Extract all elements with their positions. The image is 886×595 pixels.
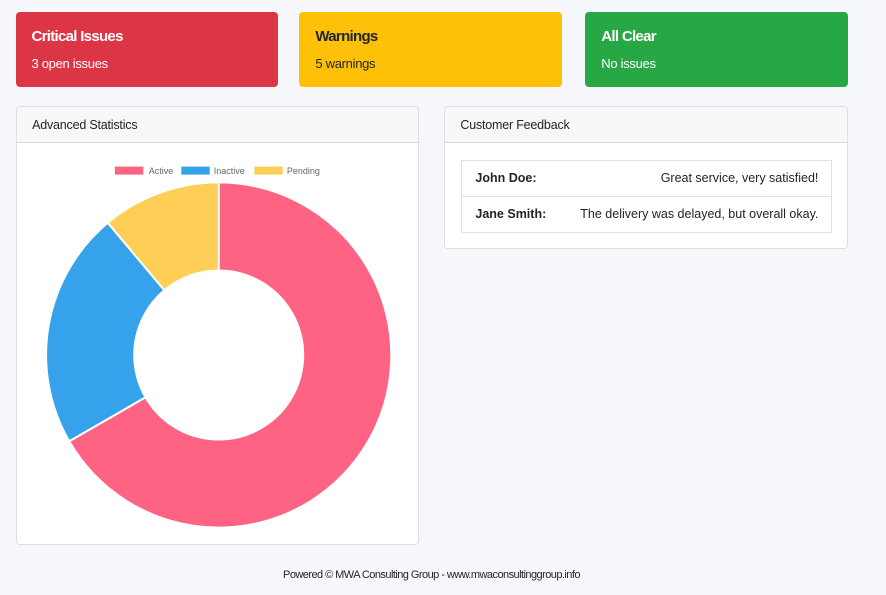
svg-text:Active: Active	[149, 166, 174, 176]
svg-text:Pending: Pending	[287, 166, 320, 176]
svg-text:Inactive: Inactive	[214, 166, 245, 176]
